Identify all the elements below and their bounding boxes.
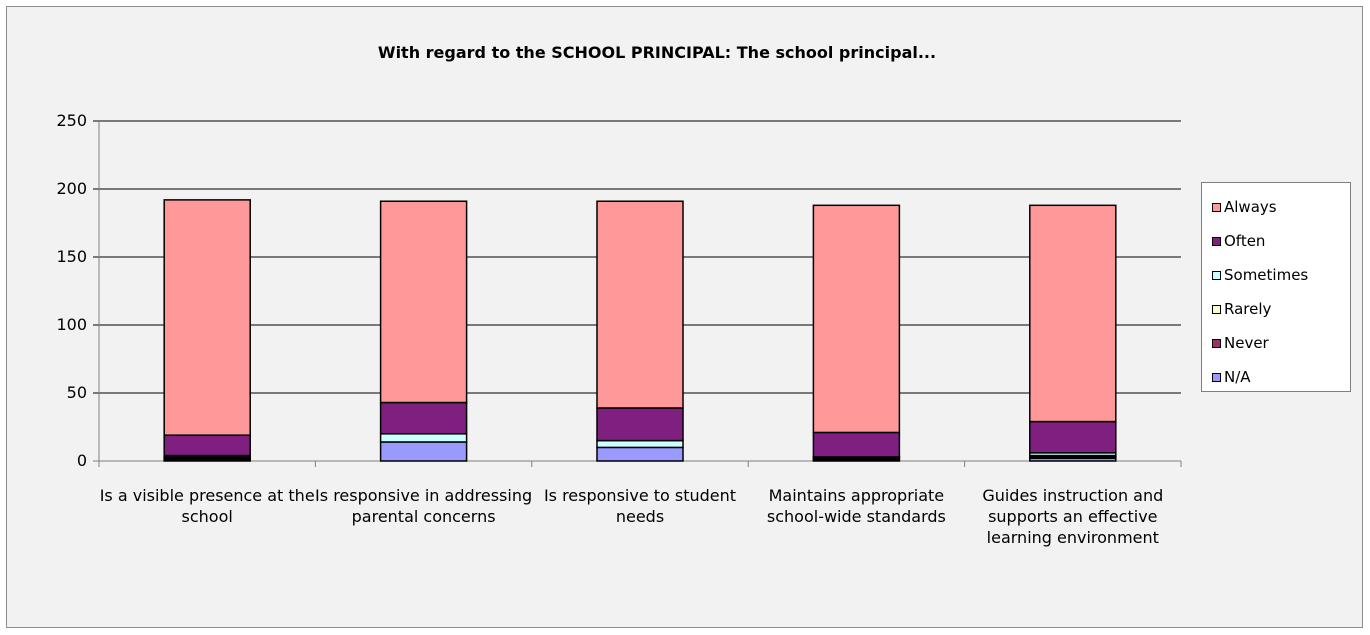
legend-label: N/A: [1224, 368, 1251, 386]
x-category-label: Guides instruction and supports an effec…: [982, 486, 1164, 547]
bar-segment-always: [379, 200, 468, 404]
legend-swatch: [1212, 270, 1221, 280]
bar-segment-often: [379, 401, 468, 435]
y-tick-label: 250: [56, 111, 87, 130]
chart-title: With regard to the SCHOOL PRINCIPAL: The…: [377, 43, 937, 62]
bar-segment-always: [1029, 204, 1117, 423]
x-category-label: Maintains appropriate school-wide standa…: [766, 486, 946, 526]
legend-swatch: [1212, 372, 1221, 382]
bar-segment-sometimes: [596, 439, 684, 449]
legend-label: Sometimes: [1224, 266, 1309, 284]
legend-item: Rarely: [1212, 299, 1271, 319]
bar-segment-sometimes: [379, 433, 468, 443]
y-tick-label: 100: [56, 315, 87, 334]
legend-swatch: [1212, 236, 1221, 246]
legend-item: Often: [1212, 231, 1265, 251]
legend: Always Often Sometimes Rarely Never N/A: [1201, 182, 1351, 392]
legend-swatch: [1212, 304, 1221, 314]
bar-segment-often: [812, 431, 901, 458]
y-tick-label: 200: [56, 179, 87, 198]
bar-segment-always: [163, 199, 251, 436]
legend-label: Always: [1224, 198, 1277, 216]
y-tick-label: 0: [76, 451, 87, 470]
legend-swatch: [1212, 338, 1221, 348]
legend-label: Never: [1224, 334, 1269, 352]
bar-segment-often: [1029, 420, 1117, 454]
legend-swatch: [1212, 202, 1221, 212]
bar-segment-n-a: [379, 441, 468, 462]
x-category-label: Is responsive in addressing parental con…: [315, 486, 533, 526]
x-category-label: Is a visible presence at the school: [99, 486, 315, 526]
y-tick-label: 50: [66, 383, 87, 402]
legend-item: Always: [1212, 197, 1277, 217]
bar-segment-often: [163, 434, 251, 457]
legend-item: Never: [1212, 333, 1269, 353]
x-category-label: Is responsive to student needs: [543, 486, 737, 526]
bar-segment-always: [596, 200, 684, 409]
legend-label: Often: [1224, 232, 1266, 250]
legend-item: Sometimes: [1212, 265, 1308, 285]
bar-segment-often: [596, 407, 684, 442]
bar-segment-n-a: [596, 446, 684, 462]
legend-item: N/A: [1212, 367, 1251, 387]
legend-label: Rarely: [1224, 300, 1272, 318]
y-tick-label: 150: [56, 247, 87, 266]
bar-segment-always: [812, 204, 901, 434]
